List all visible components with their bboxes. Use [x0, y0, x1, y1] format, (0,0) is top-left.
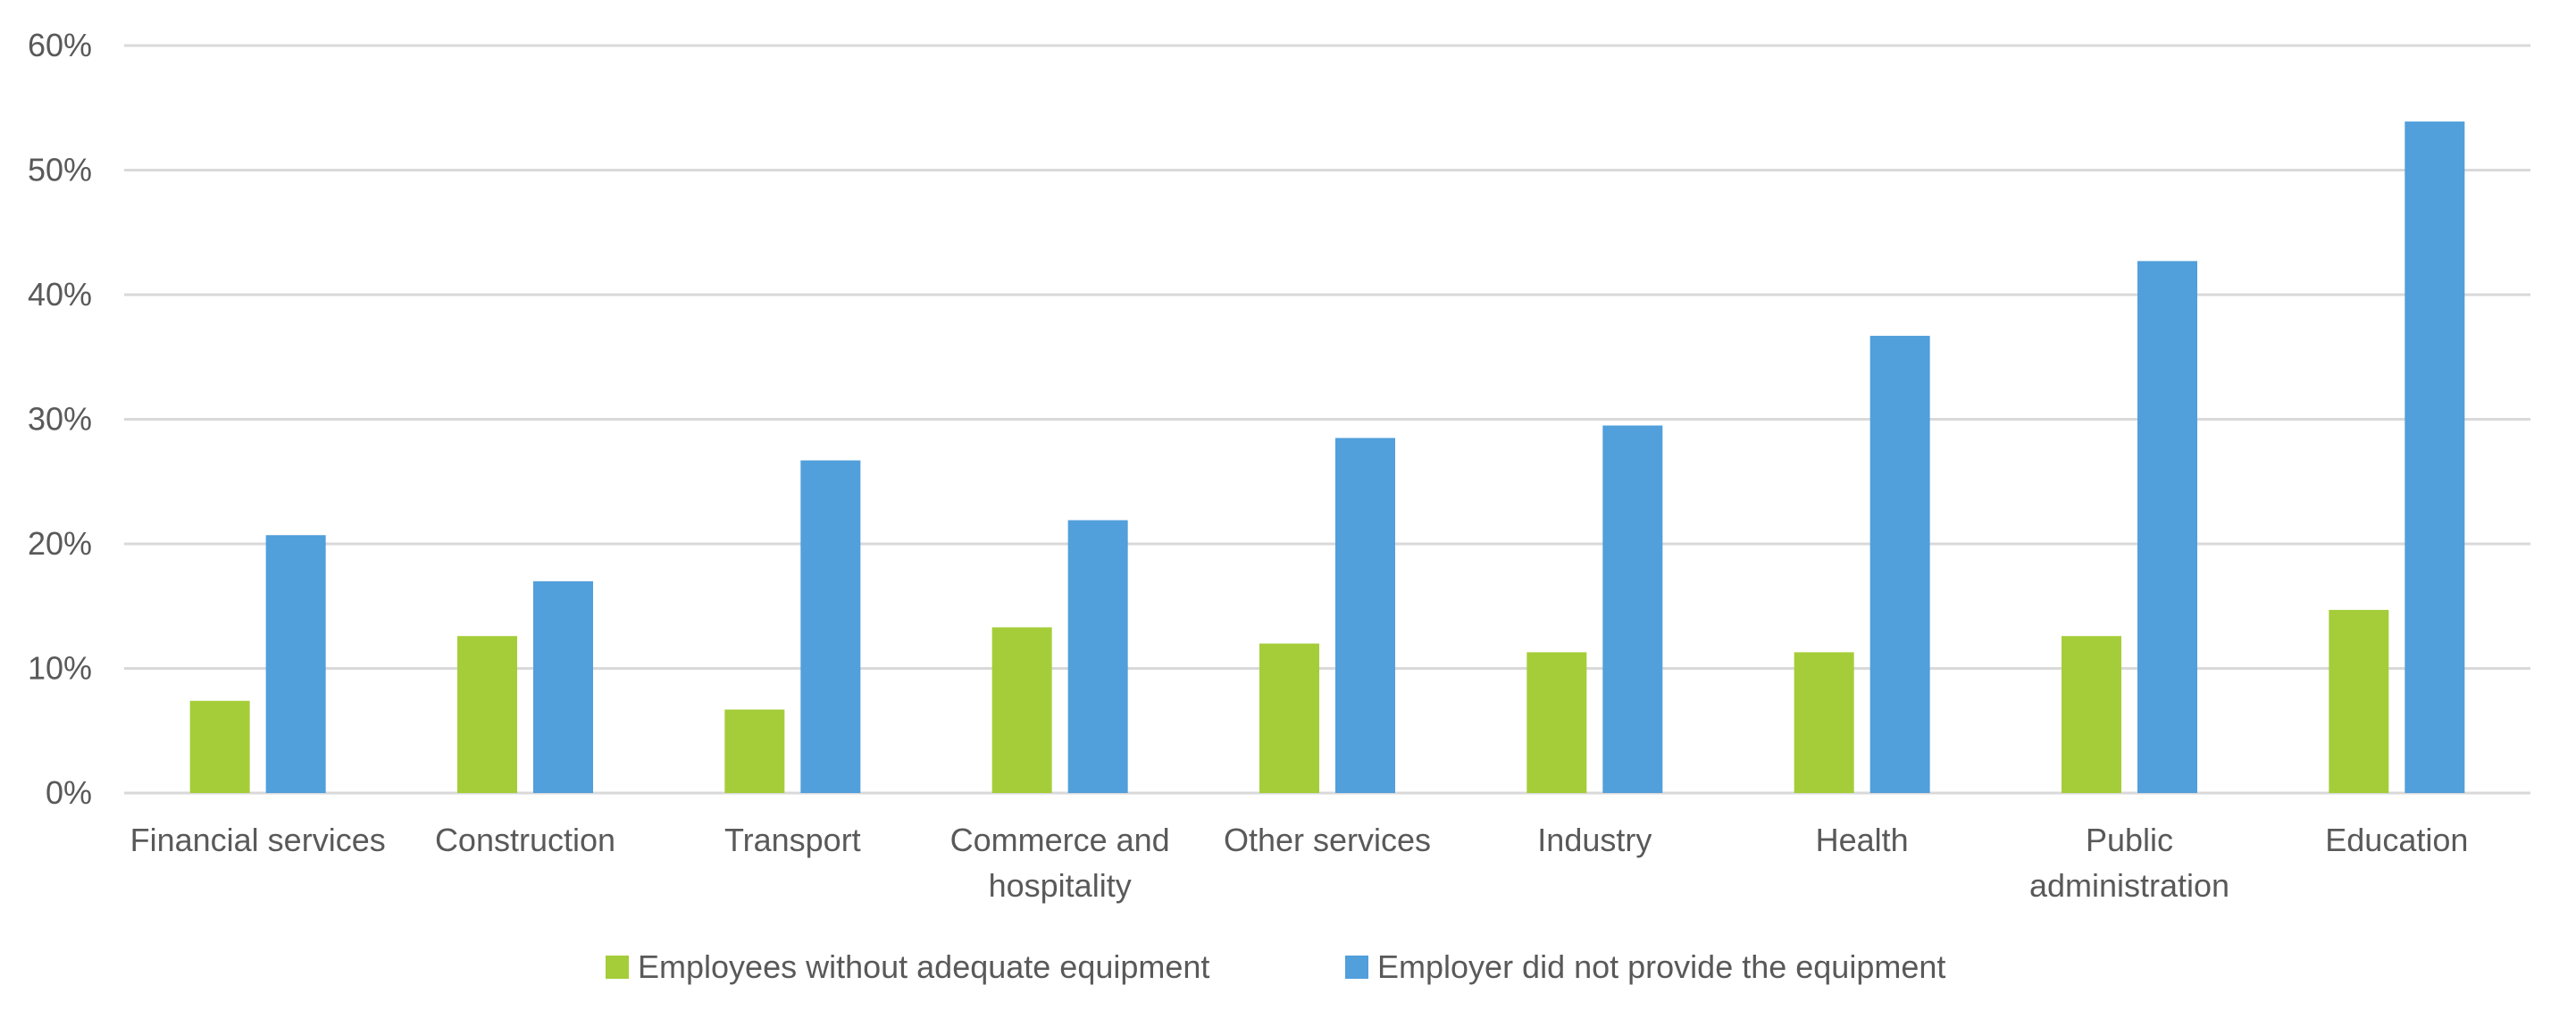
bar-employer-did-not-provide	[1869, 336, 1930, 793]
bar-employees-without-equipment	[1526, 652, 1587, 793]
bar-employer-did-not-provide	[2137, 261, 2197, 794]
y-tick-label: 0%	[46, 774, 92, 811]
gridlines: 0% 10% 20% 30% 40% 50% 60%	[28, 27, 2530, 811]
y-tick-label: 60%	[28, 27, 92, 63]
bar-employees-without-equipment	[1259, 643, 1319, 793]
bar-employer-did-not-provide	[800, 460, 861, 793]
bar-employer-did-not-provide	[2405, 121, 2465, 794]
bar-employees-without-equipment	[457, 636, 517, 793]
bar-employees-without-equipment	[1794, 652, 1854, 793]
category-label: Public	[2086, 822, 2173, 858]
category-label: Industry	[1537, 822, 1652, 858]
y-tick-label: 40%	[28, 276, 92, 313]
legend-label: Employer did not provide the equipment	[1377, 948, 1945, 985]
y-tick-label: 10%	[28, 650, 92, 687]
legend-swatch	[1345, 956, 1368, 979]
category-label: hospitality	[989, 867, 1132, 904]
legend-label: Employees without adequate equipment	[638, 948, 1209, 985]
bar-employees-without-equipment	[2329, 609, 2389, 793]
category-label: Other services	[1224, 822, 1431, 858]
bar-employer-did-not-provide	[533, 580, 593, 793]
category-label: Construction	[435, 822, 615, 858]
bar-employer-did-not-provide	[1335, 438, 1395, 793]
bar-employees-without-equipment	[991, 627, 1052, 793]
bar-employees-without-equipment	[2062, 636, 2121, 793]
bar-employees-without-equipment	[724, 709, 785, 793]
category-label: Health	[1816, 822, 1909, 858]
bars	[189, 121, 2465, 794]
y-tick-label: 30%	[28, 401, 92, 438]
bar-employees-without-equipment	[189, 700, 250, 793]
y-tick-label: 20%	[28, 525, 92, 562]
category-label: Financial services	[130, 822, 386, 858]
category-label: Commerce and	[950, 822, 1170, 858]
bar-employer-did-not-provide	[1067, 520, 1128, 793]
legend-swatch	[606, 956, 629, 979]
legend: Employees without adequate equipment Empl…	[606, 948, 1945, 985]
bar-employer-did-not-provide	[265, 535, 326, 793]
category-labels: Financial services Construction Transport C…	[130, 822, 2469, 904]
y-tick-label: 50%	[28, 152, 92, 188]
category-label: administration	[2029, 867, 2229, 904]
bar-employer-did-not-provide	[1602, 425, 1663, 793]
category-label: Transport	[724, 822, 861, 858]
category-label: Education	[2325, 822, 2468, 858]
